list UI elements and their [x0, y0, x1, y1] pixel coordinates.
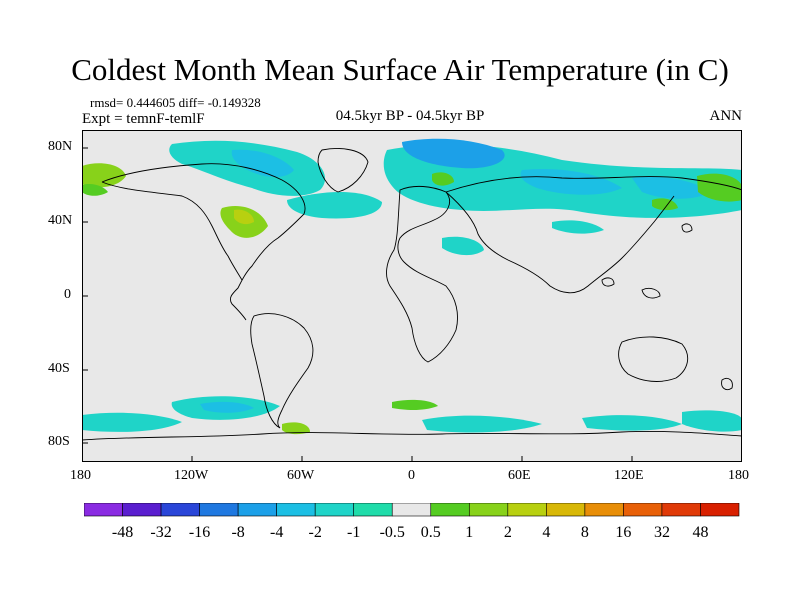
colorbar-label: -8 — [231, 524, 244, 541]
colorbar-swatch — [430, 503, 470, 517]
colorbar-swatch — [122, 503, 162, 517]
colorbar-swatch — [84, 503, 123, 517]
colorbar-swatch — [546, 503, 586, 517]
experiment-label: Expt = temnF-temlF — [82, 111, 205, 127]
colorbar-swatch — [237, 503, 277, 517]
plot-title: Coldest Month Mean Surface Air Temperatu… — [71, 52, 729, 87]
colorbar-label: 48 — [692, 524, 708, 541]
colorbar-swatch — [584, 503, 624, 517]
colorbar-swatch — [507, 503, 547, 517]
stats-label: rmsd= 0.444605 diff= -0.149328 — [90, 95, 261, 110]
colorbar-swatch — [353, 503, 393, 517]
colorbar-label: 8 — [581, 524, 589, 541]
colorbar-swatch — [661, 503, 701, 517]
colorbar-label: -2 — [309, 524, 322, 541]
map-panel — [82, 130, 742, 462]
coastlines — [82, 148, 742, 441]
lon-tick-label: 120E — [614, 468, 644, 483]
colorbar-swatch — [199, 503, 239, 517]
colorbar: -48 -32 -16 -8 -4 -2 -1 -0.5 0.5 1 2 4 8 16 32 48 — [84, 503, 740, 541]
colorbar-label: 32 — [654, 524, 670, 541]
lon-tick-label: 60E — [508, 468, 531, 483]
colorbar-swatch — [700, 503, 740, 517]
colorbar-swatch — [468, 503, 509, 517]
colorbar-swatch — [276, 503, 316, 517]
colorbar-label: 0.5 — [421, 524, 441, 541]
lon-tick-label: 180 — [70, 468, 91, 483]
lat-tick-label: 80N — [48, 139, 73, 154]
lon-tick-label: 180 — [728, 468, 749, 483]
lat-tick-label: 40N — [48, 213, 73, 228]
colorbar-swatch — [623, 503, 663, 517]
season-label: ANN — [709, 108, 743, 124]
lat-tick-label: 40S — [48, 361, 70, 376]
colorbar-swatch — [314, 503, 355, 517]
colorbar-label: -4 — [270, 524, 283, 541]
colorbar-label: -0.5 — [380, 524, 405, 541]
colorbar-label: -48 — [112, 524, 133, 541]
lon-tick-label: 60W — [287, 468, 315, 483]
lon-tick-label: 120W — [174, 468, 209, 483]
colorbar-label: -1 — [347, 524, 360, 541]
colorbar-swatch — [160, 503, 200, 517]
colorbar-label: 2 — [504, 524, 512, 541]
anomaly-fields — [82, 138, 742, 435]
colorbar-label: 4 — [542, 524, 550, 541]
colorbar-label: 1 — [465, 524, 473, 541]
lon-tick-label: 0 — [408, 468, 415, 483]
colorbar-label: -32 — [150, 524, 171, 541]
colorbar-label: 16 — [615, 524, 631, 541]
colorbar-swatch — [391, 503, 432, 517]
colorbar-label: -16 — [189, 524, 210, 541]
lat-tick-label: 80S — [48, 434, 70, 449]
axis-ticks — [82, 147, 633, 462]
period-comparison-label: 04.5kyr BP - 04.5kyr BP — [335, 108, 485, 124]
lat-tick-label: 0 — [64, 287, 71, 302]
